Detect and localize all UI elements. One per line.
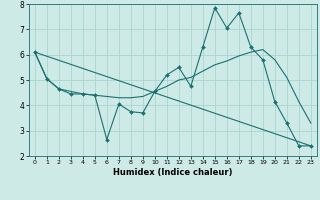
X-axis label: Humidex (Indice chaleur): Humidex (Indice chaleur) <box>113 168 233 177</box>
